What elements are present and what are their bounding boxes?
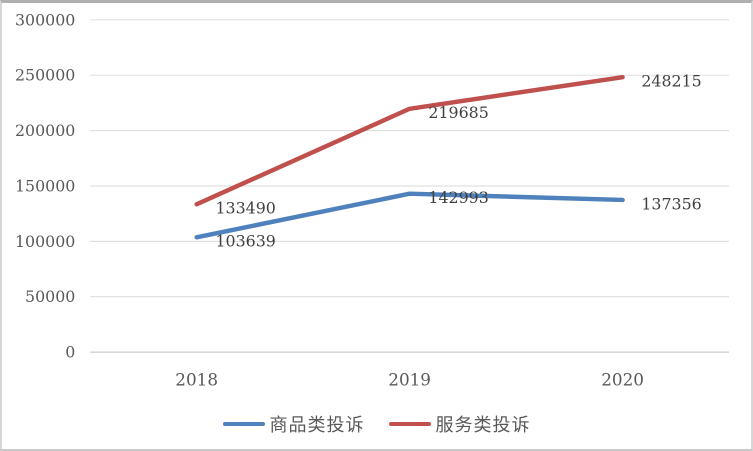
y-tick-label: 100000 [15,232,75,251]
y-tick-label: 50000 [25,287,75,306]
y-tick-label: 0 [65,343,75,362]
data-label: 103639 [215,232,275,251]
data-label: 219685 [428,103,488,122]
service-series-label: 服务类投诉 [435,415,531,436]
goods-series-label: 商品类投诉 [269,415,365,436]
data-label: 137356 [641,194,701,213]
data-label: 142993 [428,188,488,207]
x-tick-label: 2020 [601,370,644,390]
y-tick-label: 200000 [15,121,75,140]
legend-item-goods-complaints: 商品类投诉 [222,411,365,437]
legend-item-service-complaints: 服务类投诉 [388,411,531,437]
service-series-swatch [388,422,431,426]
x-tick-label: 2019 [388,370,431,390]
y-tick-label: 300000 [15,10,75,29]
data-label: 133490 [215,199,275,218]
plot-area: 0 50000 100000 150000 200000 250000 300000 2018… [15,10,730,390]
goods-series-swatch [222,422,265,426]
y-tick-label: 150000 [15,176,75,195]
data-label: 248215 [641,72,701,91]
y-tick-label: 250000 [15,66,75,85]
x-tick-label: 2018 [175,370,218,390]
legend: 商品类投诉 服务类投诉 [2,411,751,437]
series-line-1 [194,74,625,207]
series-line-0 [194,191,625,240]
